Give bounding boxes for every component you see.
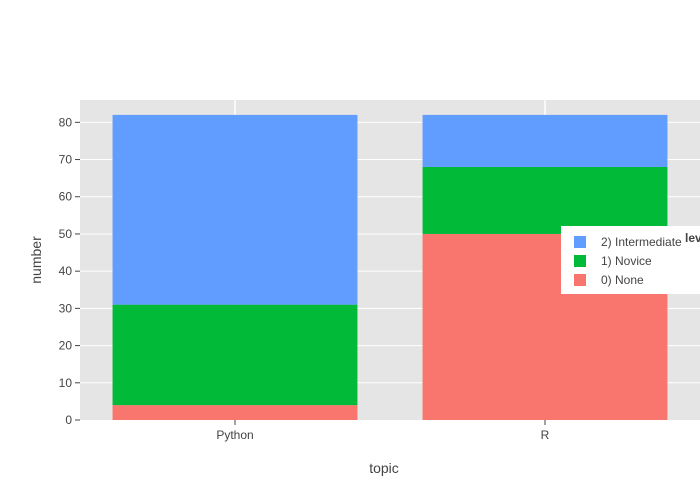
bar-segment (112, 304, 358, 406)
y-tick-label: 70 (59, 153, 73, 167)
y-tick-label: 50 (59, 227, 73, 241)
bar-segment (422, 166, 668, 234)
legend-swatch (574, 274, 586, 286)
legend-title: lev (685, 231, 700, 245)
bar-segment (112, 114, 358, 305)
y-axis: 0 10 20 30 40 50 60 70 80 (59, 115, 80, 427)
y-tick-label: 0 (65, 413, 72, 427)
x-tick-label: Python (216, 428, 253, 442)
legend-swatch (574, 236, 586, 248)
y-tick-label: 30 (59, 301, 73, 315)
y-tick-label: 40 (59, 264, 73, 278)
legend: lev 2) Intermediate 1) Novice 0) None (561, 226, 700, 294)
legend-swatch (574, 255, 586, 267)
y-tick-label: 20 (59, 339, 73, 353)
legend-label: 2) Intermediate (601, 235, 682, 249)
legend-label: 0) None (601, 273, 644, 287)
legend-label: 1) Novice (601, 254, 652, 268)
y-tick-label: 60 (59, 190, 73, 204)
y-tick-label: 10 (59, 376, 73, 390)
bar-segment (112, 405, 358, 420)
y-tick-label: 80 (59, 115, 73, 129)
x-axis-title: topic (369, 460, 399, 476)
x-tick-label: R (541, 428, 550, 442)
bar-segment (422, 114, 668, 167)
x-axis: Python R (216, 420, 550, 442)
y-axis-title: number (28, 236, 44, 284)
